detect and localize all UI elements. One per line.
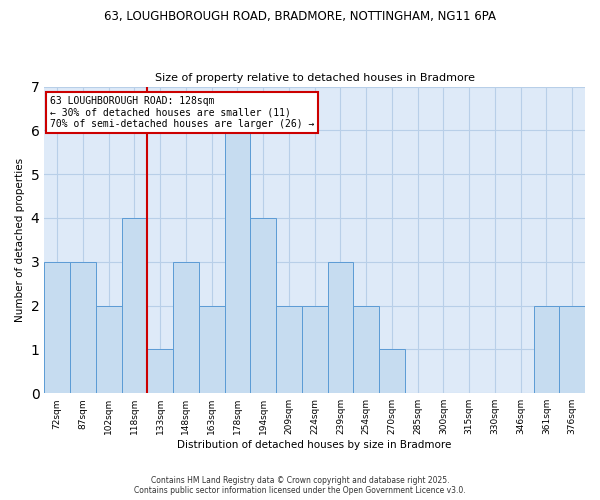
Bar — [44, 262, 70, 393]
Text: Contains HM Land Registry data © Crown copyright and database right 2025.
Contai: Contains HM Land Registry data © Crown c… — [134, 476, 466, 495]
X-axis label: Distribution of detached houses by size in Bradmore: Distribution of detached houses by size … — [178, 440, 452, 450]
Bar — [122, 218, 147, 393]
Bar — [533, 306, 559, 393]
Bar — [96, 306, 122, 393]
Y-axis label: Number of detached properties: Number of detached properties — [15, 158, 25, 322]
Text: 63, LOUGHBOROUGH ROAD, BRADMORE, NOTTINGHAM, NG11 6PA: 63, LOUGHBOROUGH ROAD, BRADMORE, NOTTING… — [104, 10, 496, 23]
Bar — [250, 218, 276, 393]
Bar — [173, 262, 199, 393]
Bar — [276, 306, 302, 393]
Title: Size of property relative to detached houses in Bradmore: Size of property relative to detached ho… — [155, 73, 475, 83]
Text: 63 LOUGHBOROUGH ROAD: 128sqm
← 30% of detached houses are smaller (11)
70% of se: 63 LOUGHBOROUGH ROAD: 128sqm ← 30% of de… — [50, 96, 314, 129]
Bar — [559, 306, 585, 393]
Bar — [353, 306, 379, 393]
Bar — [70, 262, 96, 393]
Bar — [224, 130, 250, 393]
Bar — [147, 350, 173, 393]
Bar — [302, 306, 328, 393]
Bar — [379, 350, 405, 393]
Bar — [328, 262, 353, 393]
Bar — [199, 306, 224, 393]
